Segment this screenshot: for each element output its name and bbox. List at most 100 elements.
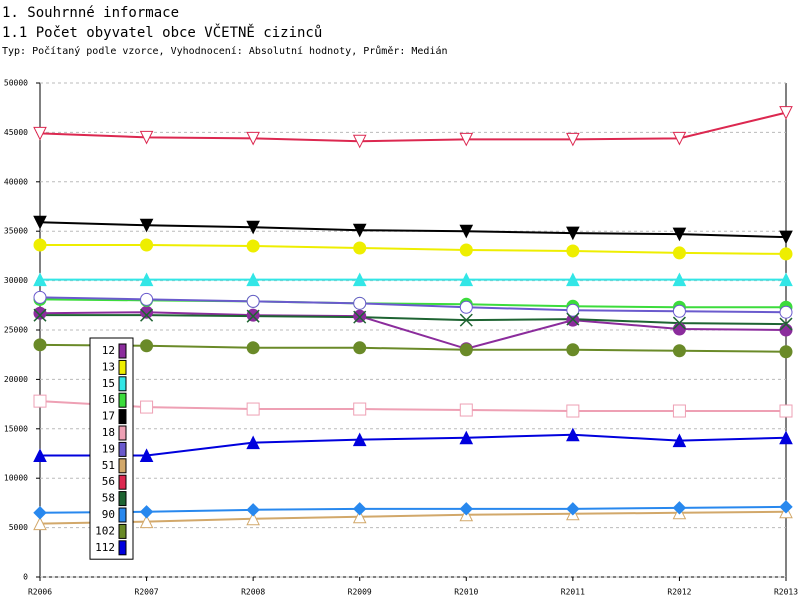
legend-swatch <box>118 376 127 392</box>
point <box>566 226 580 241</box>
point <box>33 394 47 408</box>
point <box>352 432 367 447</box>
point <box>33 272 47 287</box>
point <box>566 132 580 147</box>
point <box>459 243 473 257</box>
series-line <box>39 510 787 525</box>
point <box>672 272 687 287</box>
point <box>139 130 154 145</box>
point <box>33 308 47 322</box>
y-tick-label: 30000 <box>4 276 28 285</box>
x-tick-label: R2007 <box>135 588 159 597</box>
x-tick-label: R2006 <box>28 588 52 597</box>
point <box>672 131 687 146</box>
legend-swatch <box>118 425 127 441</box>
point <box>352 509 367 524</box>
point <box>672 404 686 418</box>
point <box>459 502 473 516</box>
legend-label: 58 <box>102 492 115 505</box>
point <box>33 126 47 141</box>
legend-label: 13 <box>102 360 115 373</box>
legend-label: 15 <box>102 377 115 390</box>
y-tick-label: 35000 <box>4 227 28 236</box>
point <box>459 313 473 327</box>
x-tick-label: R2009 <box>348 588 372 597</box>
point <box>140 305 154 319</box>
note: Typ: Počítaný podle vzorce, Vyhodnocení:… <box>2 45 448 57</box>
point <box>672 246 686 260</box>
y-tick-label: 50000 <box>4 79 28 88</box>
legend-swatch <box>118 359 127 375</box>
point <box>672 316 686 330</box>
y-tick-label: 10000 <box>4 474 28 483</box>
point <box>779 323 793 337</box>
legend-label: 16 <box>102 393 115 406</box>
point <box>33 516 47 531</box>
y-tick-label: 15000 <box>4 424 28 433</box>
point <box>779 272 793 287</box>
point <box>246 272 260 287</box>
title: 1. Souhrnné informace <box>2 5 179 21</box>
series-line <box>39 111 787 143</box>
point <box>139 272 154 287</box>
point <box>566 244 580 258</box>
legend-swatch <box>118 474 127 490</box>
point <box>353 502 367 516</box>
point <box>353 241 367 255</box>
point <box>672 344 686 358</box>
point <box>140 308 154 322</box>
point <box>246 341 260 355</box>
point <box>352 272 367 287</box>
series-line <box>39 343 787 353</box>
point <box>353 341 367 355</box>
legend-label: 19 <box>102 442 115 455</box>
point <box>33 506 47 520</box>
point <box>246 294 260 308</box>
y-tick-label: 25000 <box>4 326 28 335</box>
point <box>246 309 260 323</box>
point <box>779 317 793 331</box>
point <box>353 402 367 416</box>
point <box>566 312 580 326</box>
point <box>672 304 686 318</box>
y-tick-label: 20000 <box>4 375 28 384</box>
y-tick-label: 0 <box>23 573 28 582</box>
point <box>140 400 154 414</box>
point <box>139 505 154 519</box>
point <box>459 343 473 357</box>
point <box>246 220 260 235</box>
series-line <box>39 296 787 314</box>
point <box>459 430 474 445</box>
point <box>246 511 260 526</box>
legend-label: 90 <box>102 508 115 521</box>
point <box>352 223 367 238</box>
x-tick-label: R2012 <box>667 588 691 597</box>
y-tick-label: 45000 <box>4 128 28 137</box>
legend-label: 17 <box>102 410 115 423</box>
point <box>672 322 686 336</box>
series-line <box>39 221 787 239</box>
legend-label: 12 <box>102 344 115 357</box>
legend-swatch <box>118 458 127 474</box>
point <box>566 404 580 418</box>
point <box>33 238 47 252</box>
point <box>353 296 367 310</box>
point <box>779 430 793 445</box>
series-line <box>40 244 787 255</box>
point <box>33 290 47 304</box>
x-tick-label: R2011 <box>561 588 585 597</box>
point <box>33 306 47 320</box>
point <box>139 448 154 462</box>
legend-swatch <box>118 491 127 507</box>
point <box>140 292 154 306</box>
point <box>672 433 687 448</box>
series-line <box>39 505 787 514</box>
series-line <box>40 314 787 326</box>
point <box>779 345 793 359</box>
series-line <box>39 400 786 413</box>
legend-label: 102 <box>95 524 115 537</box>
legend-label: 18 <box>102 426 115 439</box>
point <box>246 503 260 517</box>
point <box>459 403 473 417</box>
